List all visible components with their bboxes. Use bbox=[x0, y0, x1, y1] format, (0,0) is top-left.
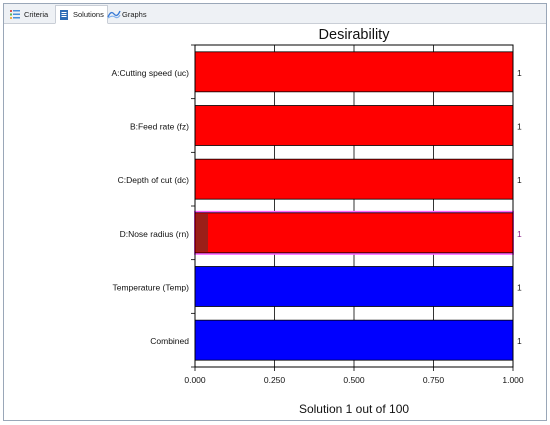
solutions-icon bbox=[58, 9, 70, 21]
bar bbox=[194, 212, 514, 254]
x-tick-label: 0.500 bbox=[343, 375, 365, 385]
x-tick-label: 0.000 bbox=[184, 375, 206, 385]
x-tick-label: 1.000 bbox=[502, 375, 524, 385]
x-tick-label: 0.250 bbox=[264, 375, 286, 385]
value-label: 1 bbox=[517, 68, 522, 78]
category-label: A:Cutting speed (uc) bbox=[112, 68, 190, 78]
graphs-icon bbox=[107, 8, 121, 20]
category-label: B:Feed rate (fz) bbox=[130, 122, 189, 132]
tab-criteria-label: Criteria bbox=[24, 9, 49, 19]
value-label: 1 bbox=[517, 122, 522, 132]
criteria-icon bbox=[9, 8, 21, 20]
x-tick-label: 0.750 bbox=[423, 375, 445, 385]
bar bbox=[194, 158, 514, 200]
tab-graphs[interactable]: Graphs bbox=[105, 5, 150, 23]
value-label: 1 bbox=[517, 229, 522, 239]
bar bbox=[194, 319, 514, 361]
tab-solutions-label: Solutions bbox=[73, 10, 104, 19]
solution-counter: Solution 1 out of 100 bbox=[298, 402, 410, 416]
category-label: Combined bbox=[150, 336, 189, 346]
tab-graphs-label: Graphs bbox=[122, 9, 147, 19]
value-label: 1 bbox=[517, 175, 522, 185]
category-label: Temperature (Temp) bbox=[112, 283, 189, 293]
chart-title: Desirability bbox=[318, 27, 390, 43]
bar-marker bbox=[196, 213, 208, 252]
tab-solutions[interactable]: Solutions bbox=[55, 5, 108, 24]
tab-criteria[interactable]: Criteria bbox=[7, 5, 51, 23]
value-label: 1 bbox=[517, 283, 522, 293]
tab-bar: Criteria Solutions Graphs bbox=[4, 4, 546, 24]
category-label: D:Nose radius (rn) bbox=[120, 229, 190, 239]
bar bbox=[194, 266, 514, 307]
bar bbox=[194, 51, 514, 93]
value-label: 1 bbox=[517, 336, 522, 346]
category-label: C:Depth of cut (dc) bbox=[118, 175, 190, 185]
bar bbox=[194, 105, 514, 146]
